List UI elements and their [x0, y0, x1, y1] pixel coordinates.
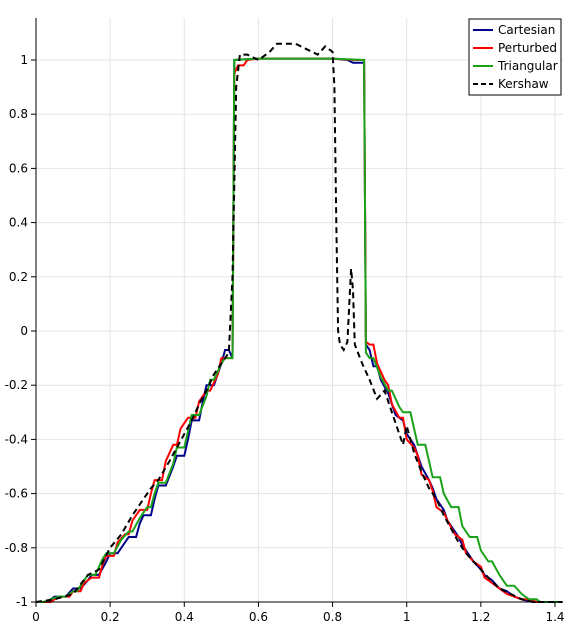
legend-label: Perturbed [498, 41, 557, 55]
x-tick-label: 1.2 [471, 610, 490, 624]
series-line-kershaw [35, 42, 563, 603]
y-tick-label: 0.2 [9, 270, 28, 284]
legend-label: Triangular [497, 59, 558, 73]
y-tick-label: -0.2 [5, 378, 28, 392]
y-tick-label: -0.6 [5, 487, 28, 501]
y-tick-label: -0.4 [5, 432, 28, 446]
y-tick-label: 0 [20, 324, 28, 338]
x-tick-label: 0 [32, 610, 40, 624]
series-lines [35, 42, 563, 603]
x-tick-label: 1.4 [545, 610, 564, 624]
y-tick-label: 1 [20, 53, 28, 67]
legend-box [468, 18, 562, 96]
legend: Cartesian Perturbed Triangular Kershaw [468, 18, 562, 96]
x-tick-label: 0.8 [323, 610, 342, 624]
y-tick-label: 0.8 [9, 107, 28, 121]
series-line-triangular [36, 57, 563, 603]
y-tick-label: 0.6 [9, 161, 28, 175]
legend-label: Cartesian [498, 23, 555, 37]
y-tick-label: -1 [16, 595, 28, 609]
x-tick-label: 0.2 [101, 610, 120, 624]
x-tick-label: 0.4 [175, 610, 194, 624]
x-tick-label: 0.6 [249, 610, 268, 624]
y-tick-label: 0.4 [9, 216, 28, 230]
y-tick-label: -0.8 [5, 541, 28, 555]
legend-label: Kershaw [498, 77, 549, 91]
axes: 0 0.2 0.4 0.6 0.8 1 1.2 1.4 1 0.8 0.6 0.4 0.2 0 -0.2 -0… [5, 18, 565, 624]
x-tick-label: 1 [403, 610, 411, 624]
